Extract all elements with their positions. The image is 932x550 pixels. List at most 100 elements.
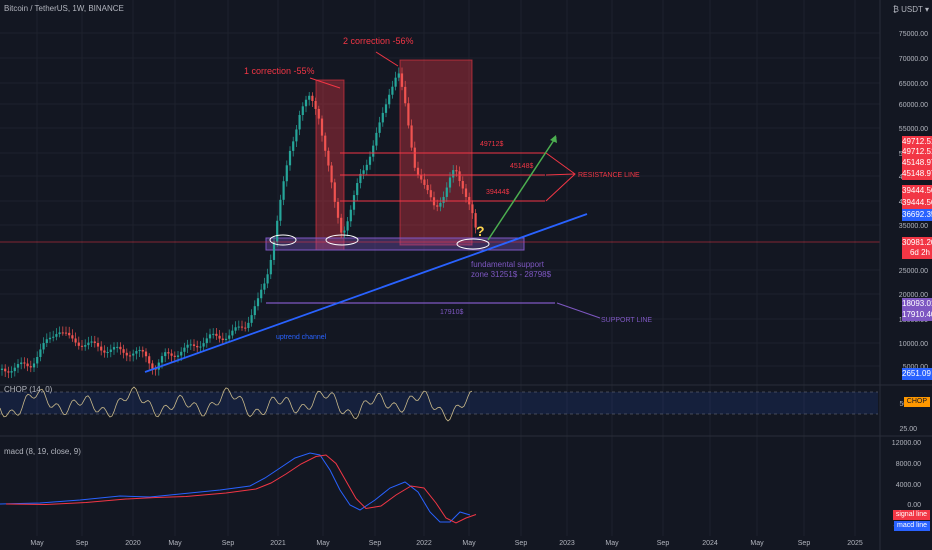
candle-body [314, 100, 317, 109]
candle-body [106, 352, 109, 354]
candle-body [333, 182, 336, 202]
time-axis-label: 2020 [125, 540, 141, 547]
candle-body [71, 335, 74, 339]
projection-arrow[interactable] [487, 136, 557, 241]
candle-body [272, 241, 276, 260]
candle-body [141, 349, 144, 352]
candle-body [116, 346, 119, 348]
candle-body [160, 356, 164, 363]
candle-body [215, 333, 218, 336]
level-39444-label: 39444$ [486, 189, 509, 196]
candle-body [119, 346, 122, 350]
candle-body [20, 362, 23, 365]
candle-body [474, 213, 477, 228]
candle-body [39, 349, 42, 357]
candle-body [413, 147, 416, 168]
candle-body [324, 135, 327, 151]
time-axis-label: Sep [369, 540, 382, 547]
candle-body [298, 115, 301, 130]
candle-body [356, 183, 359, 196]
chop-axis-label: 25.00 [899, 426, 917, 433]
candle-body [109, 349, 112, 353]
currency-selector[interactable]: ₿ USDT ▾ [892, 5, 929, 14]
candle-body [250, 315, 253, 323]
candle-body [317, 108, 320, 119]
candle-body [93, 341, 96, 343]
bottom-marker-3[interactable] [456, 238, 490, 250]
correction-1-zone[interactable] [315, 79, 345, 251]
price-axis-label: 10000.00 [899, 341, 928, 348]
candle-body [436, 205, 439, 207]
candle-body [23, 362, 26, 364]
bottom-marker-1[interactable] [269, 234, 297, 246]
candle-body [439, 202, 442, 207]
candle-body [218, 335, 221, 339]
candle-body [189, 344, 192, 346]
candle-body [132, 353, 135, 356]
correction-1-label: 1 correction -55% [244, 66, 315, 76]
candle-body [170, 353, 173, 356]
candle-body [426, 184, 429, 191]
candle-body [388, 94, 391, 105]
time-axis-label: Sep [657, 540, 670, 547]
candle-body [7, 371, 10, 373]
time-axis-label: Sep [76, 540, 89, 547]
candle-body [228, 335, 231, 339]
price-tag: 45148.97 [902, 168, 932, 180]
time-axis-label: 2025 [847, 540, 863, 547]
symbol-header[interactable]: Bitcoin / TetherUS, 1W, BINANCE [4, 4, 124, 13]
candle-body [442, 196, 445, 203]
candle-body [448, 177, 452, 188]
level-49712-label: 49712$ [480, 141, 503, 148]
candle-body [320, 118, 324, 136]
candle-body [45, 339, 48, 344]
candle-body [330, 165, 333, 183]
candle-body [394, 77, 397, 87]
price-tag: 6d 2h [902, 247, 932, 259]
price-tag: 39444.56 [902, 197, 932, 209]
time-axis-label: May [30, 540, 44, 547]
grid [0, 0, 880, 536]
candle-body [372, 145, 375, 157]
candle-body [167, 352, 170, 354]
candle-body [378, 122, 381, 133]
time-axis-label: 2024 [702, 540, 718, 547]
candle-body [176, 355, 180, 357]
candle-body [327, 150, 330, 166]
candle-body [269, 259, 272, 275]
candle-body [96, 342, 100, 347]
candle-body [311, 95, 314, 101]
candle-body [292, 141, 295, 151]
bottom-marker-2[interactable] [325, 234, 359, 246]
candle-body [48, 337, 52, 340]
price-tag: 49712.51 [902, 136, 932, 148]
candle-body [164, 352, 167, 357]
candle-body [16, 364, 20, 368]
candle-body [58, 332, 61, 335]
resistance-line-label: RESISTANCE LINE [578, 172, 640, 179]
fundamental-support-zone[interactable] [265, 237, 525, 251]
candle-body [429, 190, 432, 198]
uptrend-channel-line[interactable] [144, 213, 588, 373]
candle-body [234, 327, 237, 331]
correction-2-label: 2 correction -56% [343, 36, 414, 46]
candle-body [352, 195, 356, 210]
candle-body [397, 73, 400, 78]
candle-body [32, 363, 36, 368]
candle-body [471, 204, 474, 214]
candle-body [240, 326, 244, 328]
candle-body [346, 221, 349, 231]
candle-body [74, 338, 77, 343]
resistance-arrows [545, 152, 576, 202]
time-axis[interactable]: May Sep 2020 May Sep 2021 May Sep 2022 May Sep 2023… [30, 540, 863, 547]
candle-body [128, 355, 132, 357]
price-axis-label: 60000.00 [899, 102, 928, 109]
price-tag: 39444.56 [902, 185, 932, 197]
support-zone-label-2: zone 31251$ - 28798$ [471, 270, 552, 279]
price-tag: 18093.01 [902, 298, 932, 310]
correction-1-arrow [309, 77, 341, 89]
candle-body [77, 342, 80, 346]
time-axis-label: 2023 [559, 540, 575, 547]
candle-body [157, 362, 160, 370]
